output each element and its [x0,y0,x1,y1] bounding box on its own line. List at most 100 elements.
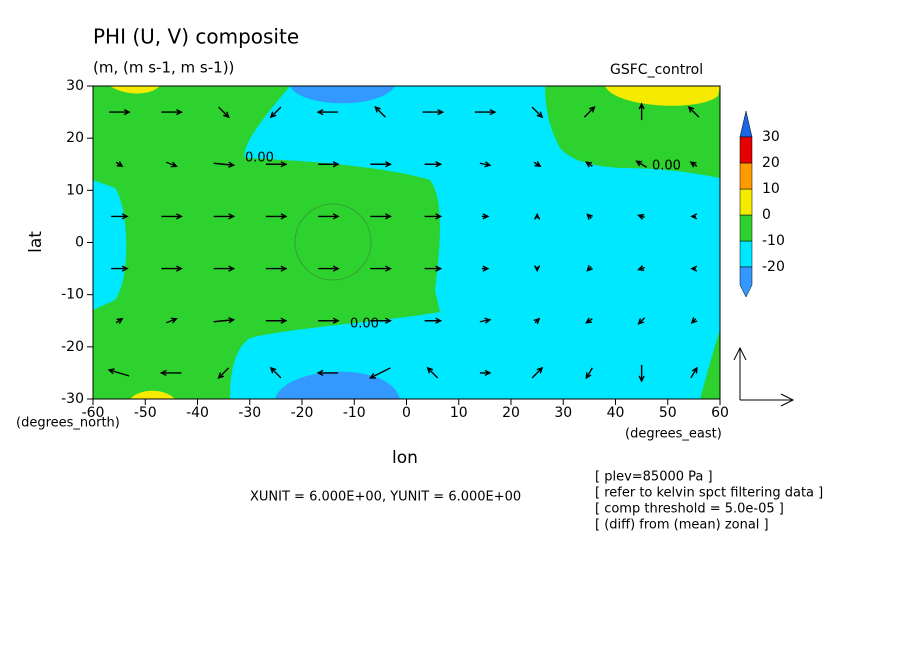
vector-arrow [690,317,698,324]
vector-arrow [583,105,596,118]
reference-arrow [733,346,795,407]
vector-arrow [159,369,182,377]
vector-arrow [318,265,340,272]
vector-arrow [316,108,339,116]
vector-arrow [370,317,392,324]
vector-arrow [585,367,593,380]
vector-arrow [687,105,700,118]
vector-arrow [368,367,391,379]
contour-region [700,330,720,399]
x-tick-label: -30 [238,405,261,421]
contour-region [290,86,395,104]
contour-label: 0.00 [652,159,681,174]
vector-arrow [424,213,443,220]
vector-arrow [161,108,183,116]
y-tick-label: 0 [75,235,84,251]
vector-arrow [586,213,593,220]
vector-arrow [638,102,645,121]
note: [ (diff) from (mean) zonal ] [595,518,769,533]
vector-arrow [474,108,497,116]
colorbar-label: 0 [762,207,771,223]
vector-arrow [533,212,541,220]
vector-arrow [637,265,645,272]
y-unit-label: (degrees_north) [16,416,120,431]
x-axis-label: lon [392,448,418,468]
contour-label: 0.00 [350,317,379,332]
y-tick-label: 10 [66,182,84,198]
vector-arrow [531,106,544,119]
note: [ refer to kelvin spct filtering data ] [595,486,823,501]
vector-arrow [107,368,130,377]
vector-arrow [265,265,288,272]
y-tick-label: -10 [61,287,84,303]
vector-arrow [637,317,646,325]
vector-arrow [218,106,230,119]
vector-arrow [213,213,236,220]
contour-region [93,86,440,399]
colorbar-cap [739,266,753,298]
colorbar-cap [739,110,753,138]
vector-arrow [533,265,541,273]
vector-arrow [166,317,178,324]
vector-arrow [585,161,593,168]
x-unit-label: (degrees_east) [625,427,722,442]
colorbar-label: -20 [762,259,785,275]
vector-arrow [531,366,544,379]
x-tick-label: 10 [450,405,468,421]
y-tick-label: 30 [66,78,84,94]
unit-note: XUNIT = 6.000E+00, YUNIT = 6.000E+00 [250,490,521,505]
vector-arrow [533,317,541,325]
contour-region [545,86,720,178]
plot-area [93,86,720,399]
x-tick-label: 40 [607,405,625,421]
vector-arrow [585,317,593,324]
colorbar-label: -10 [762,233,785,249]
vector-arrow [265,317,288,324]
contour-region [110,86,160,94]
colorbar-segment [739,240,753,268]
vector-arrow [479,369,492,377]
vector-arrow [217,367,230,380]
x-tick-label: -40 [186,405,209,421]
x-tick-label: -10 [343,405,366,421]
vector-arrow [370,265,392,272]
vector-arrow [318,161,340,168]
vector-arrow [586,265,593,272]
chart-subtitle: (m, (m s-1, m s-1)) [93,59,234,77]
colorbar-segment [739,214,753,242]
vector-arrow [424,161,443,168]
colorbar-segment [739,136,753,164]
vector-arrow [213,317,236,324]
reference-vector [733,346,795,407]
vector-arrow [111,213,129,220]
vector-arrow [370,213,392,220]
vector-arrow [213,161,236,168]
contour-region [275,371,400,399]
vector-arrow [161,213,183,220]
colorbar-label: 30 [762,129,780,145]
vector-arrow [318,213,340,220]
note: [ comp threshold = 5.0e-05 ] [595,502,784,517]
vector-arrow [479,161,492,168]
colorbar-segment [739,162,753,190]
x-tick-label: 0 [402,405,411,421]
vector-arrow [426,366,439,379]
vector-arrow [269,366,282,379]
vector-arrow [269,106,282,119]
x-tick-label: 60 [711,405,729,421]
x-tick-label: -50 [134,405,157,421]
vector-arrow [422,108,445,116]
vector-arrow [690,265,698,272]
vector-arrow [115,317,124,324]
y-tick-label: 20 [66,130,84,146]
legend-title: GSFC_control [610,62,703,78]
vector-arrow [166,161,178,168]
vector-arrow [115,161,124,168]
x-tick-label: 50 [659,405,677,421]
vector-arrow [213,265,236,272]
x-tick-label: -60 [82,405,105,421]
vector-arrow [374,105,386,118]
vector-arrow [637,213,645,220]
contour-line [294,203,372,281]
x-tick-label: 20 [502,405,520,421]
